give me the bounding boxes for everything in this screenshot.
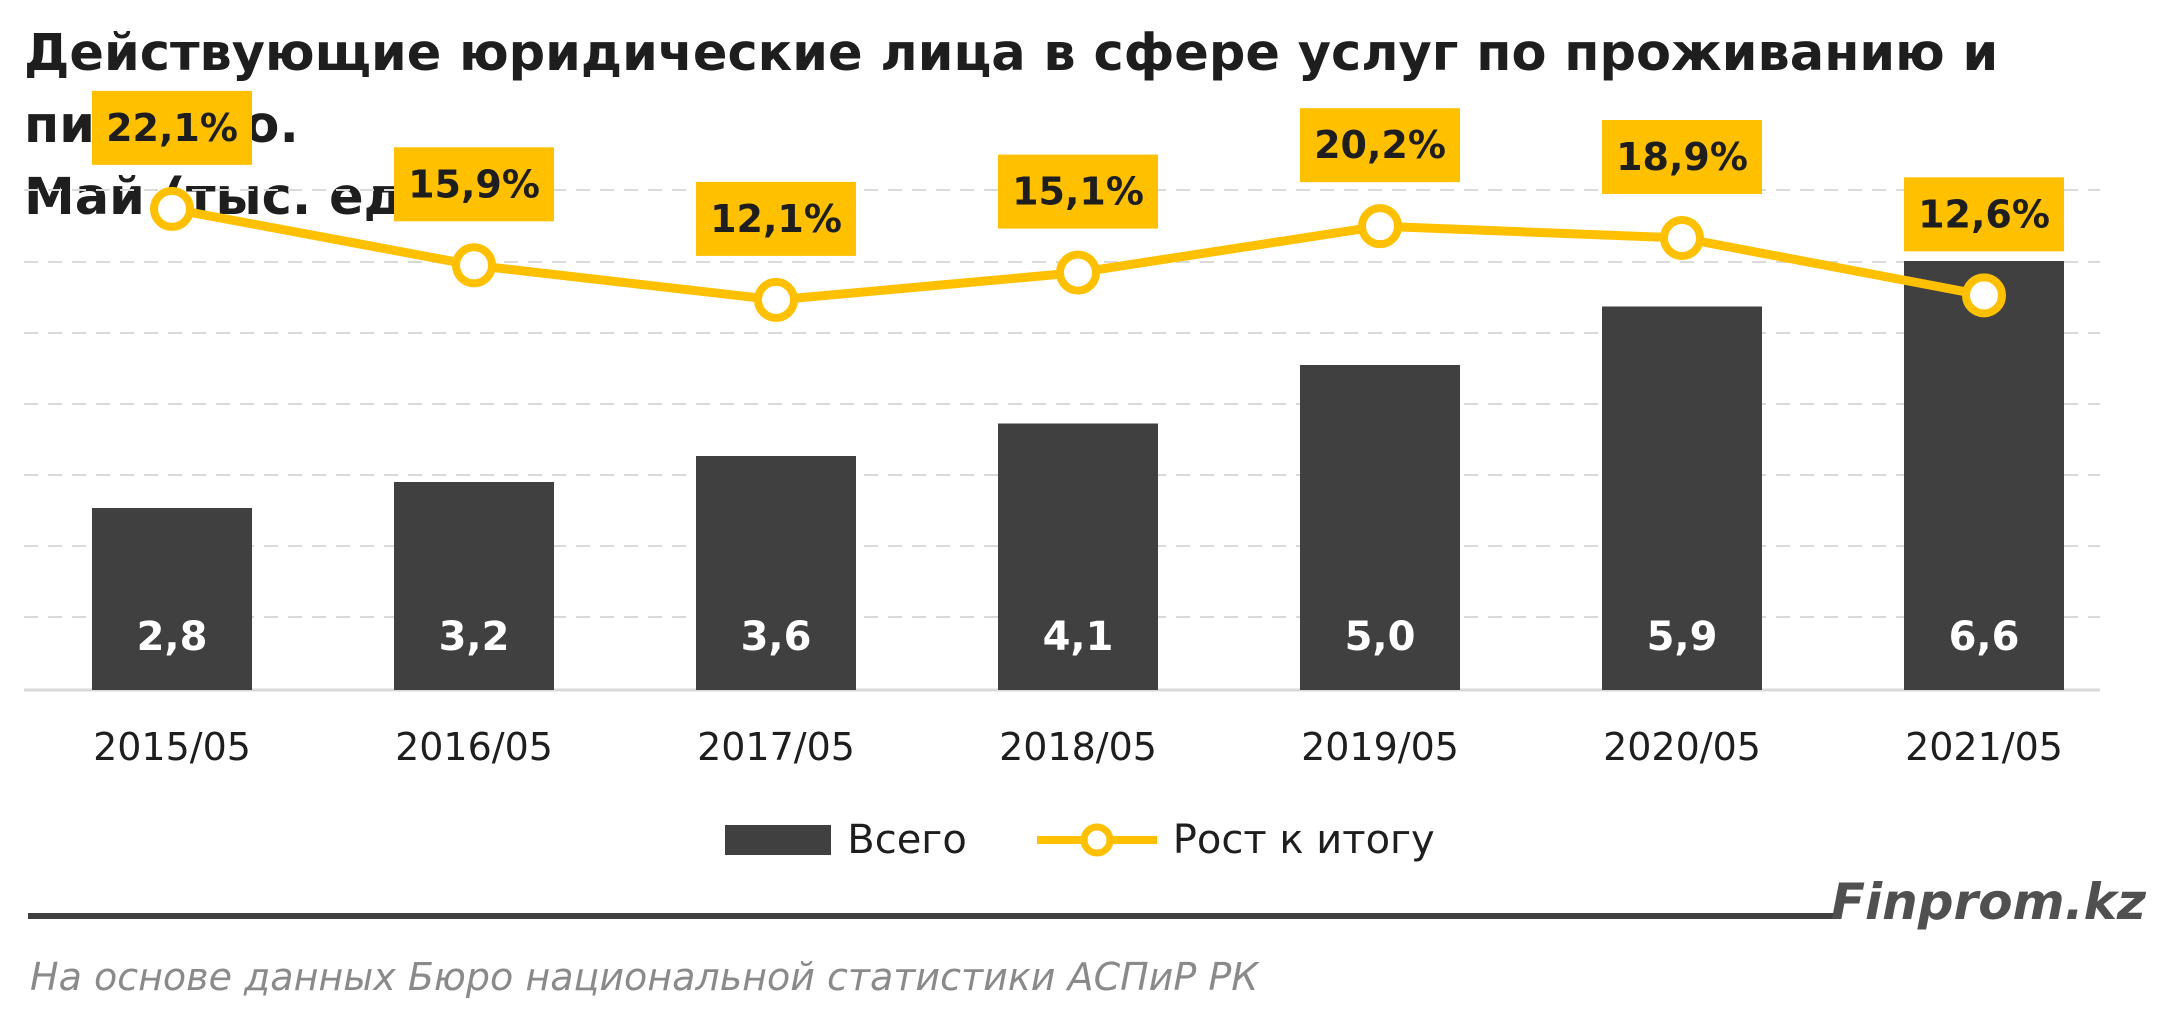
bar-2018/05 [998,423,1158,690]
legend-line-label: Рост к итогу [1172,817,1435,863]
bar-2017/05 [696,456,856,690]
growth-point [1358,204,1402,249]
bar-value-label: 2,8 [137,614,208,660]
legend-bar-label: Всего [847,817,967,863]
growth-point [452,243,496,288]
x-tick-label: 2017/05 [697,725,855,769]
bar-2015/05 [92,508,252,690]
bar-value-label: 6,6 [1949,614,2020,660]
x-tick-label: 2021/05 [1905,725,2063,769]
growth-point [150,186,194,231]
growth-label-box [1904,177,2064,252]
bars: 2,8 3,2 3,6 4,1 5,0 5,9 6,6 [92,261,2064,690]
bar-2016/05 [394,482,554,690]
bar-2019/05 [1300,365,1460,690]
x-tick-label: 2018/05 [999,725,1157,769]
legend-item-line: Рост к итогу [1036,817,1435,863]
growth-point [1962,273,2006,318]
growth-point [1056,250,1100,295]
brand-logo-text: Finprom.kz [1830,873,2146,931]
growth-value-label: 22,1% [106,106,238,150]
growth-value-label: 20,2% [1314,123,1446,167]
growth-value-label: 12,1% [710,197,842,241]
growth-value-label: 18,9% [1616,135,1748,179]
growth-value-label: 15,1% [1012,170,1144,214]
bar-value-label: 5,0 [1345,614,1416,660]
source-note: На основе данных Бюро национальной стати… [30,955,1259,999]
x-axis-ticks: 2015/05 2016/05 2017/05 2018/05 2019/05 2020/… [93,725,2063,769]
x-tick-label: 2019/05 [1301,725,1459,769]
growth-label-box [1602,120,1762,195]
growth-label-box [998,154,1158,229]
growth-point [1660,216,1704,261]
x-tick-label: 2016/05 [395,725,553,769]
x-tick-label: 2015/05 [93,725,251,769]
growth-label-box [92,90,252,165]
growth-line: 22,1% 15,9% 12,1% 15,1% 20,2% 18,9% 12,6% [92,90,2064,322]
legend-bar-swatch [725,825,832,855]
growth-value-label: 15,9% [408,162,540,206]
bar-value-label: 5,9 [1647,614,1718,660]
footer-divider [28,913,1840,919]
chart-area: 2,8 3,2 3,6 4,1 5,0 5,9 6,6 22,1% 15,9% 12,1% 15,… [24,90,2100,769]
bar-2020/05 [1602,306,1762,690]
legend-item-bar: Всего [725,817,967,863]
growth-label-box [394,147,554,222]
growth-label-box [696,181,856,256]
legend-line-marker [1036,823,1157,857]
x-tick-label: 2020/05 [1603,725,1761,769]
legend: Всего Рост к итогу [0,808,2160,872]
bar-value-label: 4,1 [1043,614,1114,660]
bar-value-label: 3,6 [741,614,812,660]
growth-point [754,277,798,322]
growth-value-label: 12,6% [1918,192,2050,236]
bar-2021/05 [1904,261,2064,690]
bar-value-label: 3,2 [439,614,510,660]
growth-label-box [1300,108,1460,183]
